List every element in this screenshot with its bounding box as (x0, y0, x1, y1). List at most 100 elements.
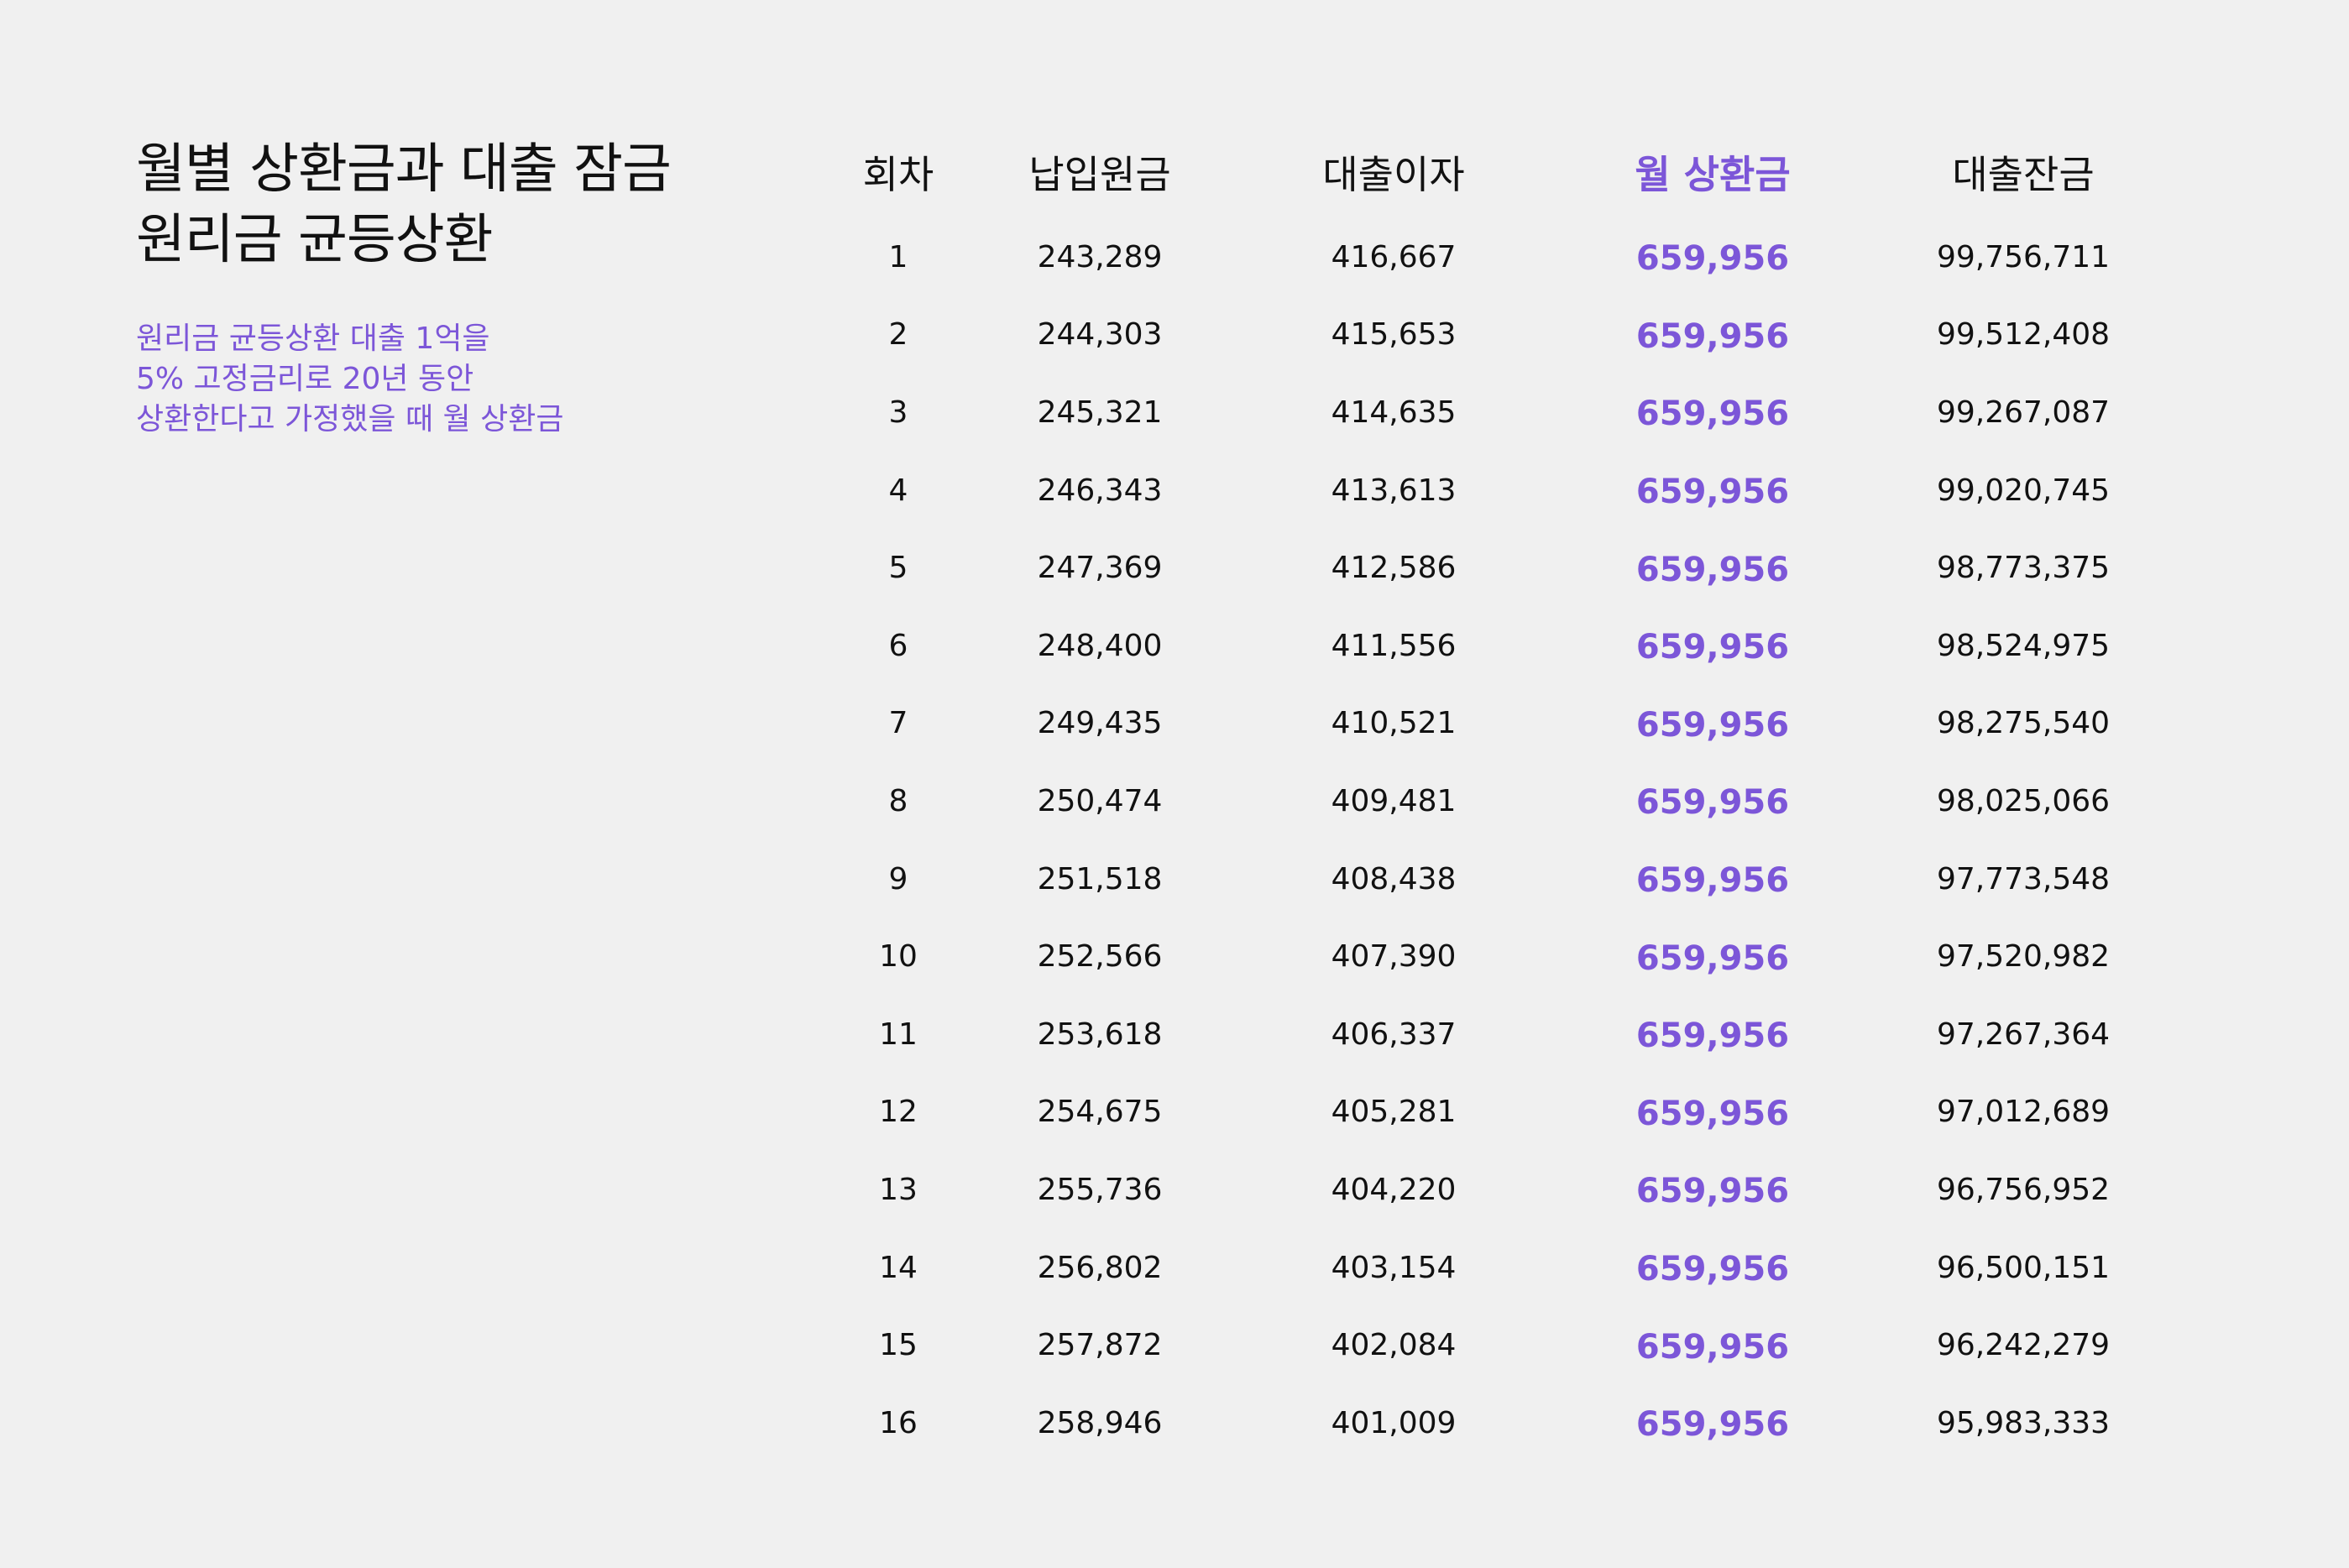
page-title: 월별 상환금과 대출 잠금 원리금 균등상환 (136, 134, 740, 275)
cell-installment: 1 (888, 239, 908, 274)
cell-remaining-balance: 96,242,279 (1936, 1328, 2111, 1363)
cell-remaining-balance: 97,267,364 (1936, 1017, 2111, 1052)
header-principal-paid: 납입원금 (1028, 152, 1171, 197)
cell-monthly-payment: 659,956 (1635, 550, 1790, 589)
header-remaining-balance: 대출잔금 (1952, 152, 2095, 197)
cell-installment: 11 (879, 1017, 918, 1052)
table-row: 14 256,802 403,154 659,956 96,500,151 (827, 1229, 2254, 1307)
cell-interest: 411,556 (1331, 628, 1457, 663)
cell-remaining-balance: 98,773,375 (1936, 551, 2111, 586)
description-line-1: 원리금 균등상환 대출 1억을 (136, 321, 490, 356)
page-title-line-2: 원리금 균등상환 (136, 209, 494, 271)
table-row: 13 255,736 404,220 659,956 96,756,952 (827, 1151, 2254, 1229)
header-interest: 대출이자 (1322, 152, 1465, 197)
table-body: 1 243,289 416,667 659,956 99,756,711 2 244,303… (827, 218, 2254, 1462)
cell-interest: 413,613 (1331, 473, 1457, 508)
cell-interest: 416,667 (1331, 239, 1457, 274)
cell-installment: 7 (888, 706, 908, 741)
cell-principal-paid: 249,435 (1037, 706, 1163, 741)
cell-installment: 4 (888, 473, 908, 508)
amortization-table: 회차 납입원금 대출이자 월 상환금 대출잔금 1 243,289 416,667 6… (827, 126, 2254, 1462)
cell-interest: 405,281 (1331, 1095, 1457, 1130)
cell-monthly-payment: 659,956 (1635, 783, 1790, 823)
cell-monthly-payment: 659,956 (1635, 473, 1790, 512)
cell-interest: 415,653 (1331, 317, 1457, 353)
cell-remaining-balance: 96,500,151 (1936, 1250, 2111, 1285)
cell-remaining-balance: 98,524,975 (1936, 628, 2111, 663)
header-monthly-payment: 월 상환금 (1635, 152, 1791, 197)
cell-monthly-payment: 659,956 (1635, 1017, 1790, 1056)
cell-principal-paid: 246,343 (1037, 473, 1163, 508)
cell-principal-paid: 252,566 (1037, 939, 1163, 975)
cell-principal-paid: 257,872 (1037, 1328, 1163, 1363)
cell-principal-paid: 244,303 (1037, 317, 1163, 353)
cell-monthly-payment: 659,956 (1635, 239, 1790, 279)
cell-monthly-payment: 659,956 (1635, 861, 1790, 901)
cell-monthly-payment: 659,956 (1635, 1172, 1790, 1211)
cell-interest: 409,481 (1331, 783, 1457, 818)
cell-monthly-payment: 659,956 (1635, 705, 1790, 745)
cell-interest: 402,084 (1331, 1328, 1457, 1363)
table-row: 10 252,566 407,390 659,956 97,520,982 (827, 917, 2254, 996)
cell-interest: 401,009 (1331, 1405, 1457, 1440)
cell-remaining-balance: 98,275,540 (1936, 706, 2111, 741)
cell-remaining-balance: 95,983,333 (1936, 1405, 2111, 1440)
cell-remaining-balance: 99,267,087 (1936, 395, 2111, 430)
cell-monthly-payment: 659,956 (1635, 1327, 1790, 1367)
cell-remaining-balance: 97,520,982 (1936, 939, 2111, 975)
cell-interest: 407,390 (1331, 939, 1457, 975)
table-row: 16 258,946 401,009 659,956 95,983,333 (827, 1384, 2254, 1462)
cell-remaining-balance: 99,756,711 (1936, 239, 2111, 274)
table-row: 7 249,435 410,521 659,956 98,275,540 (827, 685, 2254, 763)
description-line-2: 5% 고정금리로 20년 동안 (136, 362, 474, 396)
cell-installment: 6 (888, 628, 908, 663)
cell-installment: 16 (879, 1405, 918, 1440)
page-description: 원리금 균등상환 대출 1억을 5% 고정금리로 20년 동안 상환한다고 가정… (136, 319, 740, 440)
cell-principal-paid: 248,400 (1037, 628, 1163, 663)
cell-installment: 15 (879, 1328, 918, 1363)
table-row: 3 245,321 414,635 659,956 99,267,087 (827, 374, 2254, 452)
cell-interest: 412,586 (1331, 551, 1457, 586)
cell-monthly-payment: 659,956 (1635, 628, 1790, 667)
page-title-line-1: 월별 상환금과 대출 잠금 (136, 139, 672, 201)
cell-installment: 8 (888, 783, 908, 818)
cell-remaining-balance: 97,012,689 (1936, 1095, 2111, 1130)
table-row: 15 257,872 402,084 659,956 96,242,279 (827, 1306, 2254, 1384)
cell-installment: 13 (879, 1172, 918, 1207)
cell-remaining-balance: 99,512,408 (1936, 317, 2111, 353)
cell-monthly-payment: 659,956 (1635, 938, 1790, 978)
cell-remaining-balance: 97,773,548 (1936, 861, 2111, 896)
table-row: 2 244,303 415,653 659,956 99,512,408 (827, 296, 2254, 374)
cell-principal-paid: 255,736 (1037, 1172, 1163, 1207)
left-panel: 월별 상환금과 대출 잠금 원리금 균등상환 원리금 균등상환 대출 1억을 5… (136, 134, 740, 440)
table-row: 11 253,618 406,337 659,956 97,267,364 (827, 996, 2254, 1074)
table-row: 9 251,518 408,438 659,956 97,773,548 (827, 840, 2254, 918)
cell-remaining-balance: 96,756,952 (1936, 1172, 2111, 1207)
cell-principal-paid: 258,946 (1037, 1405, 1163, 1440)
table-header-row: 회차 납입원금 대출이자 월 상환금 대출잔금 (827, 126, 2254, 218)
cell-principal-paid: 251,518 (1037, 861, 1163, 896)
cell-interest: 403,154 (1331, 1250, 1457, 1285)
cell-installment: 5 (888, 551, 908, 586)
cell-interest: 408,438 (1331, 861, 1457, 896)
table-row: 8 250,474 409,481 659,956 98,025,066 (827, 762, 2254, 840)
cell-remaining-balance: 98,025,066 (1936, 783, 2111, 818)
table-row: 1 243,289 416,667 659,956 99,756,711 (827, 218, 2254, 296)
cell-principal-paid: 253,618 (1037, 1017, 1163, 1052)
cell-monthly-payment: 659,956 (1635, 1250, 1790, 1289)
header-installment: 회차 (862, 152, 934, 197)
cell-monthly-payment: 659,956 (1635, 395, 1790, 434)
cell-principal-paid: 247,369 (1037, 551, 1163, 586)
cell-interest: 410,521 (1331, 706, 1457, 741)
description-line-3: 상환한다고 가정했을 때 월 상환금 (136, 402, 564, 436)
cell-principal-paid: 254,675 (1037, 1095, 1163, 1130)
cell-interest: 404,220 (1331, 1172, 1457, 1207)
cell-installment: 10 (879, 939, 918, 975)
cell-installment: 2 (888, 317, 908, 353)
cell-remaining-balance: 99,020,745 (1936, 473, 2111, 508)
table-row: 6 248,400 411,556 659,956 98,524,975 (827, 607, 2254, 685)
cell-principal-paid: 256,802 (1037, 1250, 1163, 1285)
cell-principal-paid: 245,321 (1037, 395, 1163, 430)
cell-monthly-payment: 659,956 (1635, 1405, 1790, 1445)
